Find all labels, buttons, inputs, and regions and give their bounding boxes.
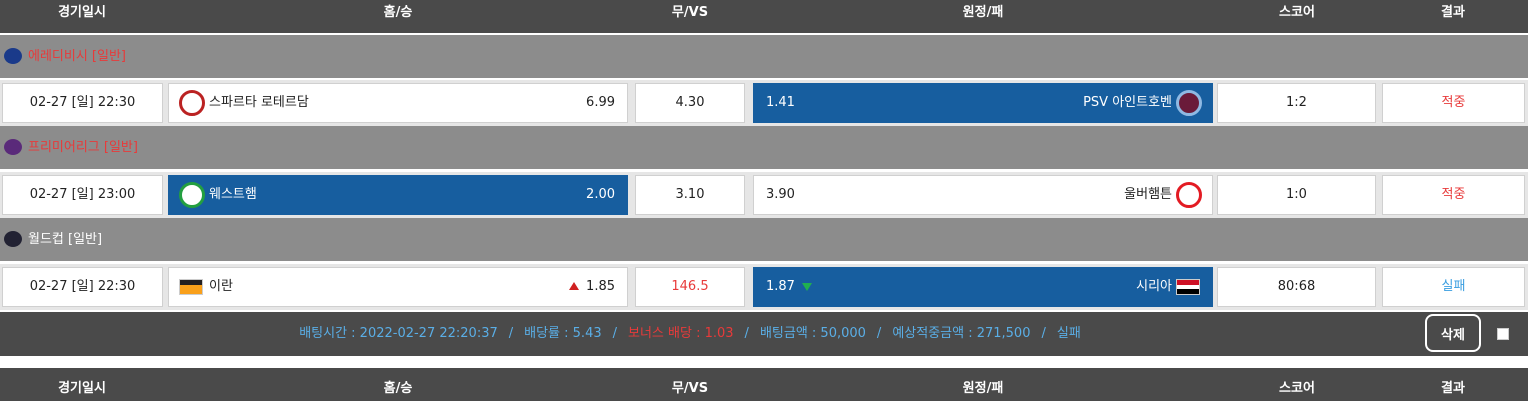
result: 적중 — [1441, 187, 1466, 202]
away-team: PSV 아인트호벤 — [1083, 95, 1172, 110]
draw-cell[interactable]: 146.5 — [635, 267, 745, 307]
home-odds: 6.99 — [586, 95, 615, 110]
flag-stripe — [1177, 289, 1199, 294]
column-header: 경기일시 — [58, 5, 106, 20]
separator: / — [612, 326, 618, 341]
column-header: 홈/승 — [383, 5, 413, 20]
draw-cell[interactable]: 3.10 — [635, 175, 745, 215]
score: 1:2 — [1286, 95, 1307, 110]
away-team: 시리아 — [1136, 279, 1172, 294]
flag-stripe — [1177, 280, 1199, 285]
home-team: 이란 — [209, 279, 233, 294]
league-row: 월드컵 [일반] — [0, 218, 1528, 261]
draw-odds: 4.30 — [675, 95, 705, 110]
separator: / — [508, 326, 514, 341]
league-row: 프리미어리그 [일반] — [0, 126, 1528, 169]
table-header: 경기일시 홈/승 무/VS 원정/패 스코어 결과 — [0, 368, 1528, 401]
away-odds: 1.87 — [766, 279, 795, 294]
home-odds: 2.00 — [586, 187, 615, 202]
flag-icon — [179, 279, 203, 295]
column-header: 결과 — [1441, 5, 1465, 20]
home-team: 웨스트햄 — [209, 187, 257, 202]
flag-stripe — [1177, 284, 1199, 290]
league-name: 에레디비시 [일반] — [28, 49, 126, 64]
match-row: 02-27 [일] 22:30 스파르타 로테르담 6.99 4.30 1.41 PSV … — [0, 80, 1528, 126]
summary-item: 배팅금액 : 50,000 — [759, 326, 866, 341]
away-cell[interactable]: 1.41 PSV 아인트호벤 — [753, 83, 1213, 123]
match-date: 02-27 [일] 23:00 — [29, 187, 136, 202]
league-name: 월드컵 [일반] — [28, 232, 103, 247]
summary-item: 실패 — [1056, 326, 1081, 341]
match-date: 02-27 [일] 22:30 — [29, 95, 136, 110]
away-cell[interactable]: 3.90 울버햄튼 — [753, 175, 1213, 215]
league-icon — [4, 231, 22, 247]
result: 적중 — [1441, 95, 1466, 110]
column-header: 무/VS — [671, 5, 709, 20]
away-odds: 1.41 — [766, 95, 795, 110]
draw-odds: 3.10 — [675, 187, 705, 202]
team-logo — [1176, 182, 1202, 208]
result-cell: 실패 — [1382, 267, 1525, 307]
separator: / — [876, 326, 882, 341]
column-header: 경기일시 — [58, 381, 106, 396]
draw-odds: 146.5 — [671, 279, 709, 294]
column-header: 원정/패 — [962, 381, 1004, 396]
separator: / — [1041, 326, 1046, 341]
odds-arrow — [569, 282, 579, 290]
score: 80:68 — [1277, 279, 1316, 294]
home-cell[interactable]: 웨스트햄 2.00 — [168, 175, 628, 215]
away-team: 울버햄튼 — [1124, 187, 1172, 202]
league-icon — [4, 48, 22, 64]
match-row: 02-27 [일] 22:30 이란 1.85 146.5 1.87 시리아 80:68 실패 — [0, 264, 1528, 310]
summary-item: 보너스 배당 : 1.03 — [628, 326, 734, 341]
team-logo — [1176, 90, 1202, 116]
score-cell: 80:68 — [1217, 267, 1376, 307]
date-cell: 02-27 [일] 22:30 — [2, 83, 163, 123]
result-cell: 적중 — [1382, 83, 1525, 123]
summary-item: 배팅시간 : 2022-02-27 22:20:37 — [299, 326, 498, 341]
result: 실패 — [1441, 279, 1466, 294]
summary-text: 배팅시간 : 2022-02-27 22:20:37 / 배당률 : 5.43 / 보너… — [0, 312, 1380, 356]
date-cell: 02-27 [일] 23:00 — [2, 175, 163, 215]
flag-icon — [1176, 279, 1200, 295]
column-header: 무/VS — [671, 381, 709, 396]
column-header: 스코어 — [1279, 5, 1315, 20]
home-odds: 1.85 — [586, 279, 615, 294]
flag-stripe — [180, 280, 202, 285]
summary-item: 예상적중금액 : 271,500 — [892, 326, 1031, 341]
home-team: 스파르타 로테르담 — [209, 95, 309, 110]
league-icon — [4, 139, 22, 155]
match-row: 02-27 [일] 23:00 웨스트햄 2.00 3.10 3.90 울버햄튼 1:0 적중 — [0, 172, 1528, 218]
separator: / — [744, 326, 749, 341]
team-logo — [179, 182, 205, 208]
home-cell[interactable]: 스파르타 로테르담 6.99 — [168, 83, 628, 123]
column-header: 원정/패 — [962, 5, 1004, 20]
match-date: 02-27 [일] 22:30 — [29, 279, 136, 294]
home-cell[interactable]: 이란 1.85 — [168, 267, 628, 307]
score-cell: 1:0 — [1217, 175, 1376, 215]
league-row: 에레디비시 [일반] — [0, 35, 1528, 78]
bet-summary: 배팅시간 : 2022-02-27 22:20:37 / 배당률 : 5.43 / 보너… — [0, 312, 1528, 356]
delete-button[interactable]: 삭제 — [1425, 314, 1481, 352]
summary-item: 배당률 : 5.43 — [524, 326, 602, 341]
select-checkbox[interactable] — [1497, 328, 1509, 340]
league-name: 프리미어리그 [일반] — [28, 140, 138, 155]
score-cell: 1:2 — [1217, 83, 1376, 123]
flag-stripe — [180, 284, 202, 290]
away-cell[interactable]: 1.87 시리아 — [753, 267, 1213, 307]
odds-arrow — [802, 283, 812, 291]
column-header: 스코어 — [1279, 381, 1315, 396]
column-header: 홈/승 — [383, 381, 413, 396]
away-odds: 3.90 — [766, 187, 795, 202]
table-header: 경기일시 홈/승 무/VS 원정/패 스코어 결과 — [0, 0, 1528, 33]
draw-cell[interactable]: 4.30 — [635, 83, 745, 123]
flag-stripe — [180, 289, 202, 294]
team-logo — [179, 90, 205, 116]
column-header: 결과 — [1441, 381, 1465, 396]
result-cell: 적중 — [1382, 175, 1525, 215]
score: 1:0 — [1286, 187, 1307, 202]
date-cell: 02-27 [일] 22:30 — [2, 267, 163, 307]
